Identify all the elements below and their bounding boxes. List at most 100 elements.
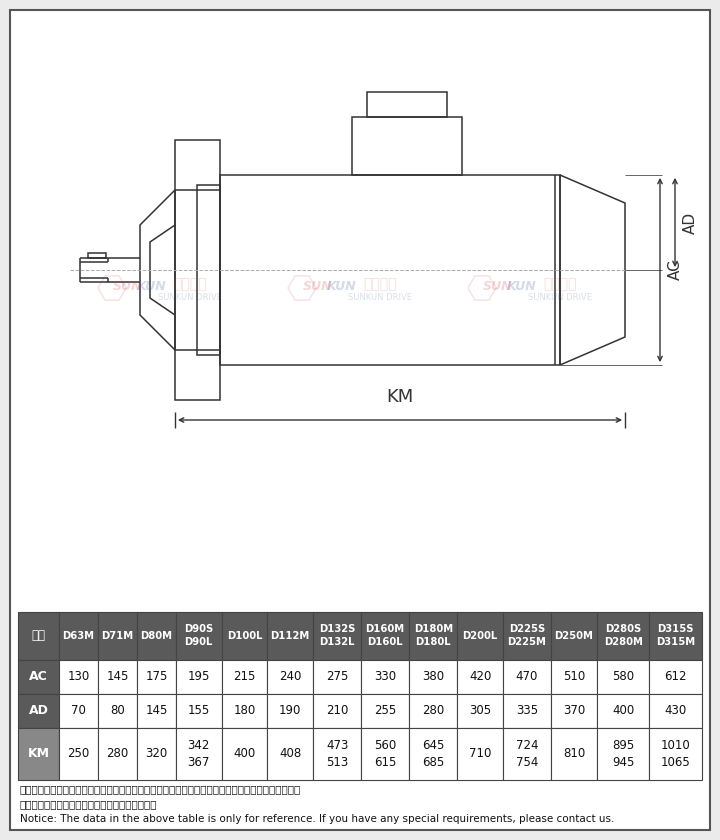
Bar — [457, 727, 503, 780]
Text: 408: 408 — [279, 748, 302, 760]
Text: 240: 240 — [279, 670, 302, 683]
Text: SUN: SUN — [303, 280, 333, 292]
Bar — [88, 253, 106, 258]
Bar — [313, 694, 361, 727]
Bar — [551, 694, 597, 727]
Text: D250M: D250M — [554, 631, 593, 641]
Bar — [597, 727, 649, 780]
Bar — [137, 694, 176, 727]
Text: 370: 370 — [563, 704, 585, 717]
Bar — [503, 727, 551, 780]
Text: 175: 175 — [145, 670, 168, 683]
Bar — [503, 694, 551, 727]
Text: 上坤传动: 上坤传动 — [174, 277, 207, 291]
Text: 190: 190 — [279, 704, 302, 717]
Text: 612: 612 — [665, 670, 687, 683]
Bar — [98, 659, 137, 694]
Bar — [18, 727, 59, 780]
Bar — [457, 659, 503, 694]
Bar — [59, 659, 98, 694]
Bar — [176, 612, 222, 659]
Bar — [222, 694, 267, 727]
Bar — [98, 694, 137, 727]
Text: 895
945: 895 945 — [612, 739, 634, 769]
Text: D200L: D200L — [462, 631, 498, 641]
Text: 210: 210 — [326, 704, 348, 717]
Bar — [597, 612, 649, 659]
Text: SUN: SUN — [113, 280, 143, 292]
Text: 195: 195 — [187, 670, 210, 683]
Text: D160M
D160L: D160M D160L — [366, 624, 405, 648]
Text: 上坤传动: 上坤传动 — [364, 277, 397, 291]
Bar — [267, 612, 313, 659]
Text: 80: 80 — [110, 704, 125, 717]
Text: KUN: KUN — [137, 280, 167, 292]
Text: D315S
D315M: D315S D315M — [656, 624, 696, 648]
Text: D63M: D63M — [63, 631, 94, 641]
Text: 215: 215 — [233, 670, 256, 683]
Text: D71M: D71M — [102, 631, 134, 641]
Bar — [361, 727, 409, 780]
Bar — [197, 185, 220, 355]
Bar — [137, 659, 176, 694]
Text: AD: AD — [683, 212, 698, 234]
Text: KUN: KUN — [327, 280, 357, 292]
Bar — [222, 659, 267, 694]
Bar — [98, 727, 137, 780]
Text: 724
754: 724 754 — [516, 739, 539, 769]
Bar — [176, 659, 222, 694]
Bar — [503, 612, 551, 659]
Bar — [18, 659, 59, 694]
Text: 420: 420 — [469, 670, 491, 683]
Bar — [137, 612, 176, 659]
Text: 305: 305 — [469, 704, 491, 717]
Bar — [503, 659, 551, 694]
Bar — [175, 140, 220, 400]
Text: 275: 275 — [326, 670, 348, 683]
Text: 250: 250 — [68, 748, 90, 760]
Text: 645
685: 645 685 — [422, 739, 444, 769]
Text: D100L: D100L — [227, 631, 262, 641]
Text: AC: AC — [30, 670, 48, 683]
Bar — [313, 659, 361, 694]
Bar — [98, 612, 137, 659]
Bar — [409, 659, 457, 694]
Text: SUNKUN DRIVE: SUNKUN DRIVE — [528, 293, 592, 302]
Bar — [222, 727, 267, 780]
Text: 510: 510 — [563, 670, 585, 683]
Text: Notice: The data in the above table is only for reference. If you have any speci: Notice: The data in the above table is o… — [20, 814, 614, 824]
Text: 342
367: 342 367 — [187, 739, 210, 769]
Text: AD: AD — [29, 704, 48, 717]
Text: 145: 145 — [107, 670, 129, 683]
Text: 580: 580 — [612, 670, 634, 683]
Bar — [597, 694, 649, 727]
Text: KUN: KUN — [507, 280, 537, 292]
Text: 70: 70 — [71, 704, 86, 717]
Text: D280S
D280M: D280S D280M — [603, 624, 642, 648]
Text: 130: 130 — [68, 670, 90, 683]
Bar — [409, 694, 457, 727]
Text: 335: 335 — [516, 704, 538, 717]
Text: 255: 255 — [374, 704, 396, 717]
Bar — [649, 659, 702, 694]
Bar — [18, 694, 59, 727]
Text: D112M: D112M — [271, 631, 310, 641]
Text: 1010
1065: 1010 1065 — [661, 739, 690, 769]
Text: 280: 280 — [422, 704, 444, 717]
Bar — [551, 612, 597, 659]
Bar — [457, 612, 503, 659]
Text: D132S
D132L: D132S D132L — [319, 624, 355, 648]
Text: 155: 155 — [188, 704, 210, 717]
Bar — [409, 612, 457, 659]
Text: 145: 145 — [145, 704, 168, 717]
Bar — [649, 694, 702, 727]
Bar — [176, 694, 222, 727]
Bar — [597, 659, 649, 694]
Bar — [18, 612, 59, 659]
Text: KM: KM — [27, 748, 50, 760]
Bar — [367, 92, 447, 117]
Bar — [551, 659, 597, 694]
Bar — [361, 659, 409, 694]
Bar — [267, 694, 313, 727]
Bar — [176, 727, 222, 780]
